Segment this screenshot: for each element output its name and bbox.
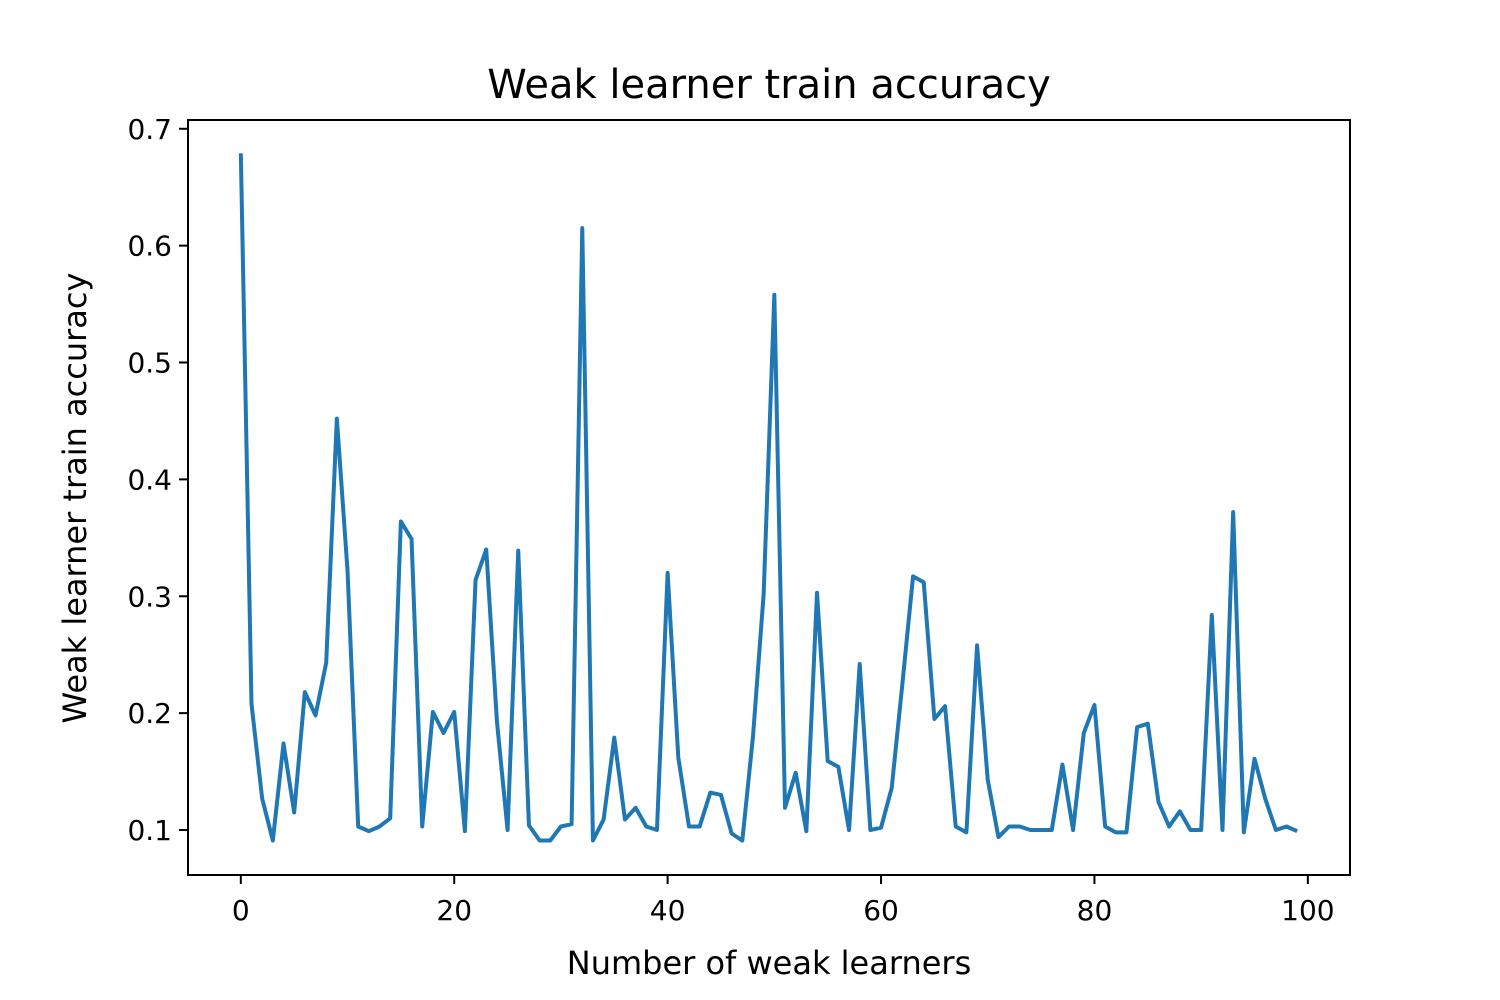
x-tick-label: 60 (863, 894, 899, 927)
series-layer (238, 153, 1298, 843)
x-tick-label: 80 (1077, 894, 1113, 927)
y-tick-label: 0.4 (127, 463, 172, 496)
x-axis-ticks: 0 20 40 60 80 100 (232, 875, 1335, 927)
y-tick-label: 0.3 (127, 580, 172, 613)
y-tick-label: 0.6 (127, 230, 172, 263)
x-tick-label: 40 (650, 894, 686, 927)
y-tick-label: 0.7 (127, 113, 172, 146)
chart-title: Weak learner train accuracy (487, 62, 1051, 108)
series-line (238, 153, 1298, 843)
y-axis-label: Weak learner train accuracy (56, 273, 94, 724)
plot-frame (187, 119, 1351, 876)
x-tick-label: 0 (232, 894, 250, 927)
y-tick-label: 0.2 (127, 697, 172, 730)
y-tick-label: 0.1 (127, 814, 172, 847)
x-tick-label: 20 (436, 894, 472, 927)
x-tick-label: 100 (1281, 894, 1334, 927)
y-axis-ticks: 0.1 0.2 0.3 0.4 0.5 0.6 0.7 (127, 113, 188, 847)
x-axis-label: Number of weak learners (567, 944, 971, 982)
y-tick-label: 0.5 (127, 347, 172, 380)
